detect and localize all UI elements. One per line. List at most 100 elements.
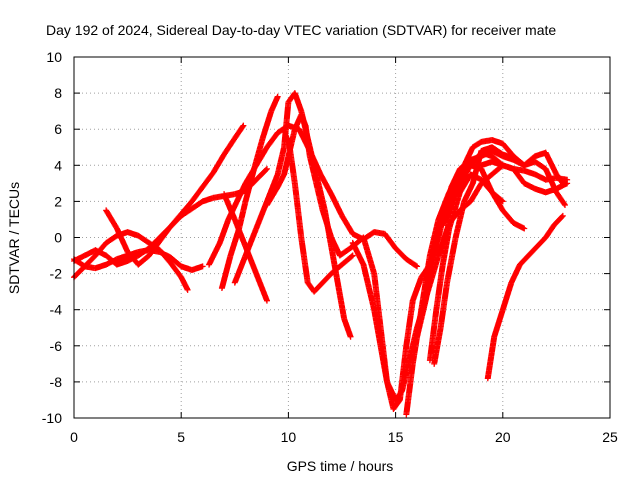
data-point-run: [291, 90, 304, 113]
data-point-run: [92, 240, 109, 259]
data-point-run: [478, 176, 495, 195]
data-marks: [71, 90, 571, 418]
data-point-run: [390, 398, 403, 412]
data-point-run: [491, 307, 506, 340]
y-tick-label: -6: [50, 338, 63, 354]
y-tick-label: 0: [54, 230, 62, 246]
data-point-run: [285, 135, 298, 185]
data-point-run: [336, 244, 355, 259]
data-point-run: [302, 122, 313, 158]
data-point-run: [441, 190, 459, 227]
data-point-run: [467, 181, 484, 205]
x-axis-title: GPS time / hours: [287, 458, 394, 474]
data-point-run: [103, 233, 119, 246]
data-point-run: [360, 261, 377, 312]
series-9: [285, 135, 356, 295]
data-point-run: [178, 274, 191, 293]
y-tick-label: -2: [50, 266, 63, 282]
data-point-run: [371, 306, 384, 348]
plot-frame: [73, 56, 611, 419]
data-point-run: [319, 271, 334, 286]
data-point-run: [199, 170, 216, 190]
data-point-run: [437, 199, 452, 223]
data-point-run: [371, 270, 384, 330]
data-point-run: [188, 199, 205, 212]
x-tick-label: 0: [70, 429, 78, 445]
data-point-run: [461, 145, 476, 169]
data-point-run: [456, 172, 473, 196]
series-5: [218, 93, 281, 292]
data-point-run: [403, 362, 416, 418]
data-point-run: [311, 280, 325, 295]
data-point-run: [328, 234, 343, 258]
data-point-run: [384, 378, 397, 411]
data-point-run: [431, 217, 444, 259]
x-tick-label: 10: [281, 429, 297, 445]
data-point-run: [446, 190, 463, 232]
data-point-run: [263, 130, 280, 151]
grid-lines: [74, 57, 610, 418]
data-point-run: [167, 254, 184, 269]
data-point-run: [444, 235, 459, 286]
data-point-run: [469, 149, 485, 187]
data-point-run: [534, 235, 548, 250]
data-point-run: [553, 189, 568, 209]
data-point-run: [339, 212, 356, 236]
y-tick-label: -4: [50, 302, 63, 318]
data-point-run: [251, 136, 266, 172]
data-point-run: [146, 239, 162, 259]
data-point-run: [124, 248, 141, 267]
data-point-run: [381, 230, 398, 251]
data-point-run: [553, 174, 571, 183]
data-point-run: [135, 253, 152, 268]
data-point-run: [360, 234, 377, 276]
data-point-run: [489, 144, 505, 157]
y-tick-label: -10: [42, 410, 62, 426]
data-point-run: [253, 270, 270, 304]
data-point-run: [233, 181, 248, 205]
data-point-run: [156, 224, 173, 245]
data-point-run: [499, 280, 514, 313]
data-point-run: [499, 207, 516, 226]
data-point-run: [499, 140, 516, 159]
series-13: [426, 171, 506, 364]
data-point-run: [551, 212, 566, 228]
data-point-run: [317, 171, 334, 197]
data-point-run: [242, 167, 257, 205]
y-tick-label: 8: [54, 85, 62, 101]
data-point-run: [306, 153, 319, 185]
data-point-run: [377, 342, 390, 384]
data-point-run: [298, 234, 311, 285]
data-point-run: [437, 280, 450, 331]
data-point-run: [113, 225, 131, 254]
data-point-run: [210, 152, 227, 176]
y-axis-title: SDTVAR / TECUs: [6, 182, 22, 294]
data-point-run: [328, 262, 345, 277]
data-point-run: [452, 163, 467, 196]
data-point-run: [218, 253, 234, 292]
chart-title: Day 192 of 2024, Sidereal Day-to-day VTE…: [46, 22, 556, 38]
series-15: [441, 137, 568, 227]
data-point-run: [422, 253, 437, 304]
series-4: [206, 122, 421, 270]
data-point-run: [431, 326, 444, 367]
data-point-run: [328, 191, 345, 218]
x-tick-label: 20: [495, 429, 511, 445]
data-point-run: [188, 263, 206, 273]
data-point-run: [188, 185, 205, 205]
data-point-run: [291, 180, 305, 240]
data-point-run: [525, 244, 540, 259]
data-point-run: [274, 172, 287, 190]
data-point-run: [542, 149, 559, 177]
data-point-run: [268, 93, 281, 115]
y-tick-label: 6: [54, 121, 62, 137]
series-1: [71, 229, 191, 293]
data-point-run: [281, 100, 292, 151]
data-point-run: [542, 223, 557, 241]
data-point-run: [341, 315, 354, 340]
data-point-run: [319, 207, 334, 240]
data-point-run: [206, 241, 223, 268]
data-point-run: [242, 226, 259, 259]
data-point-run: [221, 136, 238, 158]
data-point-run: [216, 217, 231, 246]
